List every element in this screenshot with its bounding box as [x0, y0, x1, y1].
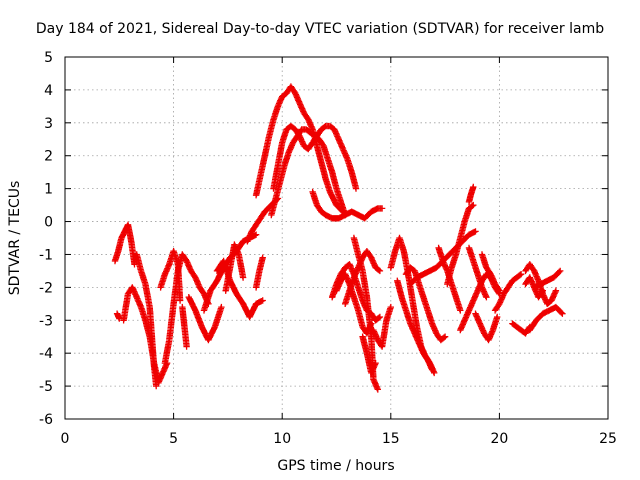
- scatter-marks: [179, 303, 190, 350]
- scatter-marks: [113, 310, 123, 322]
- y-tick-label: -6: [39, 412, 53, 428]
- y-tick-label: 2: [44, 149, 53, 165]
- series-arc-31: [465, 183, 477, 205]
- series-arc-22: [359, 333, 379, 377]
- y-tick-label: 4: [44, 83, 53, 99]
- y-tick-label: -1: [39, 247, 53, 263]
- grid: [65, 57, 608, 419]
- scatter-marks: [133, 251, 160, 390]
- scatter-marks: [526, 303, 566, 334]
- scatter-marks: [268, 126, 349, 219]
- scatter-marks: [350, 234, 381, 393]
- series-arc-7: [179, 303, 190, 350]
- scatter-marks: [185, 294, 225, 344]
- y-tick-label: 1: [44, 182, 53, 198]
- scatter-marks: [472, 310, 501, 344]
- y-axis-label: SDTVAR / TECUs: [7, 181, 23, 296]
- scatter-marks: [370, 303, 394, 350]
- series-arc-29: [444, 201, 477, 288]
- series-arc-38: [526, 303, 566, 334]
- scatter-marks: [387, 234, 438, 377]
- y-tick-label: 5: [44, 50, 53, 66]
- series-arc-8: [185, 294, 225, 344]
- x-tick-label: 5: [169, 431, 178, 447]
- x-tick-label: 20: [490, 431, 508, 447]
- series-arc-16: [268, 126, 349, 219]
- series-arc-25: [394, 277, 436, 373]
- series-arc-17: [309, 188, 386, 222]
- y-tick-label: -2: [39, 280, 53, 296]
- y-tick-label: -3: [39, 313, 53, 329]
- scatter-marks: [309, 188, 386, 222]
- y-tick-label: -4: [39, 346, 53, 362]
- chart-title: Day 184 of 2021, Sidereal Day-to-day VTE…: [36, 21, 604, 37]
- scatter-marks: [394, 277, 436, 373]
- series-arc-11: [222, 241, 247, 294]
- scatter-marks: [157, 248, 184, 304]
- plot-frame: [64, 56, 609, 420]
- series-arc-1: [111, 221, 138, 268]
- y-tick-label: -5: [39, 379, 53, 395]
- series-arc-23: [370, 303, 394, 350]
- series-arc-6: [157, 248, 184, 304]
- series-arc-32: [465, 244, 490, 301]
- x-tick-label: 25: [599, 431, 617, 447]
- x-tick-label: 10: [273, 431, 291, 447]
- x-tick-label: 15: [382, 431, 400, 447]
- x-axis-label: GPS time / hours: [277, 458, 394, 474]
- scatter-marks: [491, 271, 525, 314]
- series-arc-40: [522, 274, 546, 301]
- y-tick-label: 0: [44, 215, 53, 231]
- scatter-marks: [465, 244, 490, 301]
- scatter-marks: [478, 251, 503, 294]
- data-points: [111, 83, 566, 393]
- series-arc-35: [491, 271, 525, 314]
- series-arc-2: [113, 310, 123, 322]
- scatter-marks: [444, 201, 477, 288]
- series-arc-13: [252, 254, 266, 291]
- x-tick-label: 0: [61, 431, 70, 447]
- series-arc-4: [133, 251, 160, 390]
- series-arc-14: [252, 83, 347, 215]
- series-arc-21: [350, 234, 381, 393]
- scatter-marks: [111, 221, 138, 268]
- y-tick-label: 3: [44, 116, 53, 132]
- scatter-marks: [522, 274, 546, 301]
- scatter-marks: [222, 241, 247, 294]
- scatter-marks: [359, 333, 379, 377]
- series-arc-34: [478, 251, 503, 294]
- scatter-marks: [252, 254, 266, 291]
- series-arc-33: [472, 310, 501, 344]
- scatter-marks: [252, 83, 347, 215]
- series-arc-24: [387, 234, 438, 377]
- scatter-marks: [465, 183, 477, 205]
